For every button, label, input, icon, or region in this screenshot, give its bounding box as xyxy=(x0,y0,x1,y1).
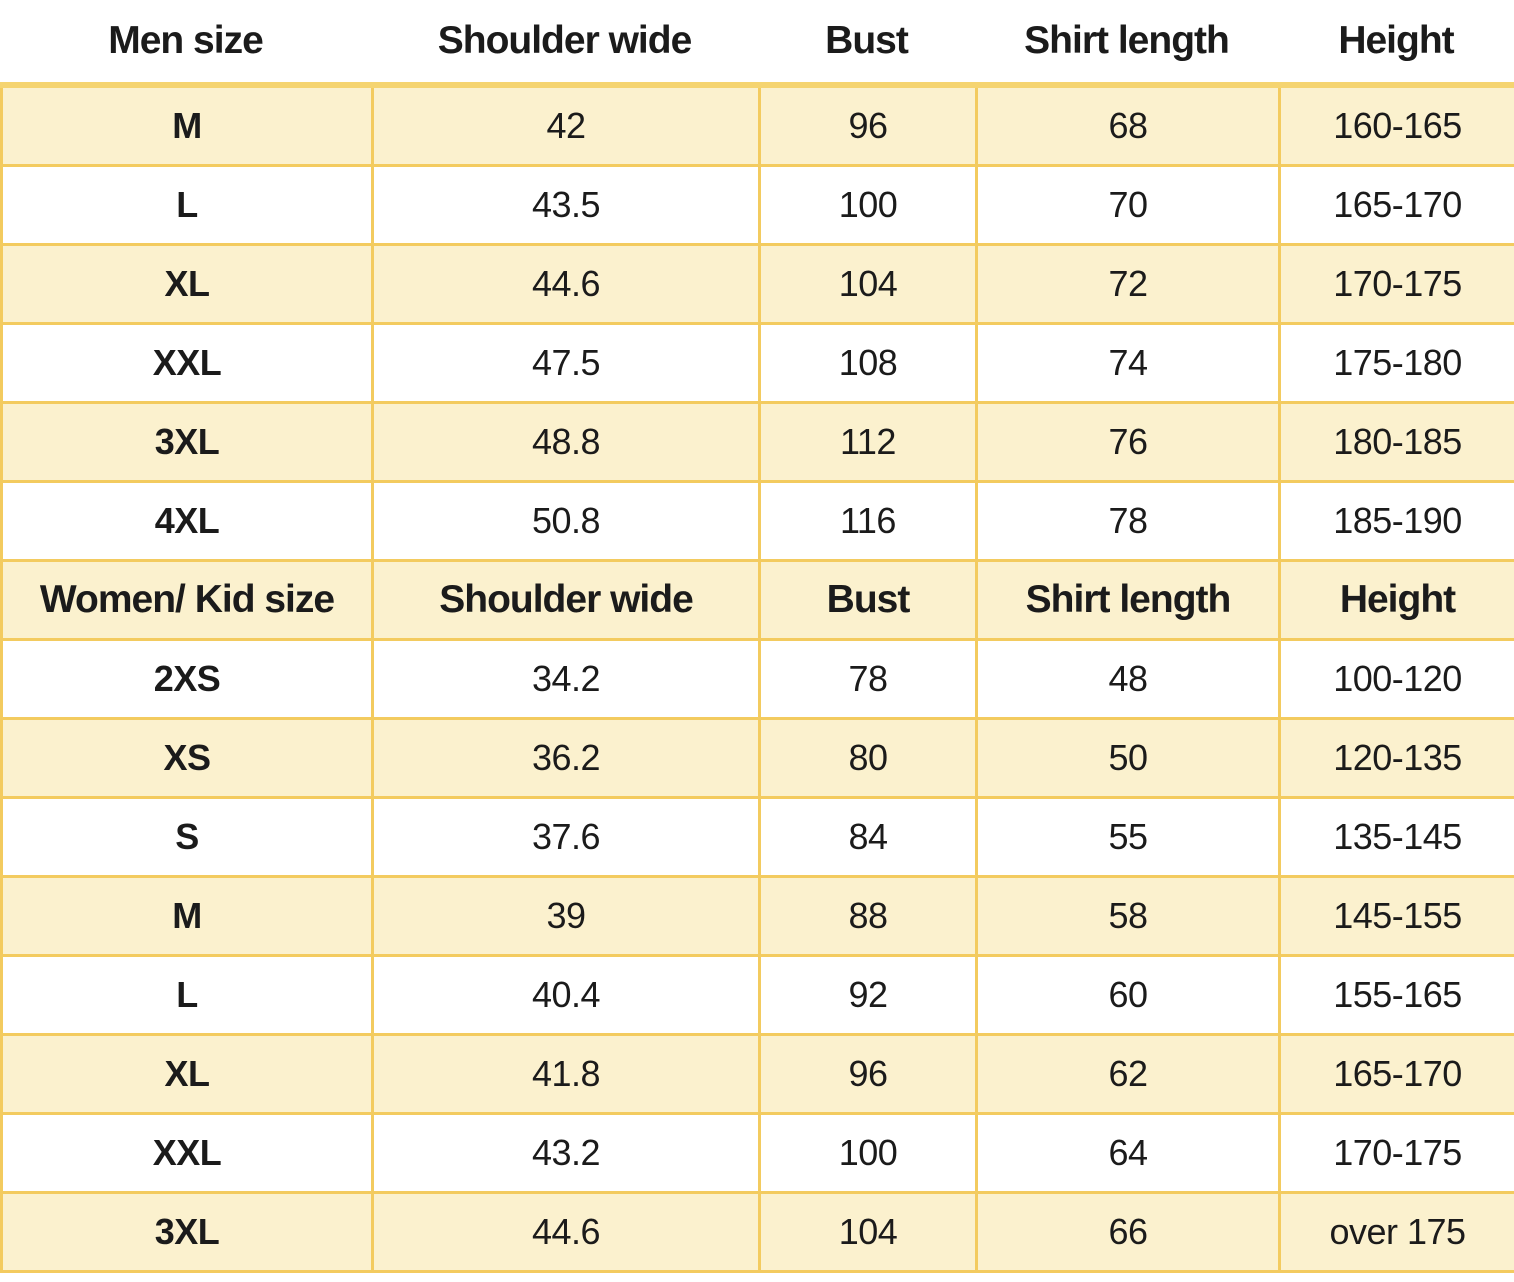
table-cell: 175-180 xyxy=(1278,322,1514,404)
section-header-cell: Height xyxy=(1278,559,1514,641)
women-header-row: Women/ Kid size Shoulder wide Bust Shirt le… xyxy=(0,559,1514,641)
table-row-men-2: XL 44.6 104 72 170-175 xyxy=(0,243,1514,325)
section-header-cell: Bust xyxy=(758,559,978,641)
table-cell: 78 xyxy=(975,480,1281,562)
table-cell: 68 xyxy=(975,82,1281,167)
table-cell: 135-145 xyxy=(1278,796,1514,878)
table-cell: 39 xyxy=(371,875,761,957)
section-header-cell: Women/ Kid size xyxy=(0,559,374,641)
table-cell: 64 xyxy=(975,1112,1281,1194)
column-header-men-size: Men size xyxy=(108,19,264,62)
table-cell: 155-165 xyxy=(1278,954,1514,1036)
column-header-bust: Bust xyxy=(825,19,909,62)
table-cell: 72 xyxy=(975,243,1281,325)
table-cell: 50 xyxy=(975,717,1281,799)
table-cell: 96 xyxy=(758,1033,978,1115)
table-row-women-2: S 37.6 84 55 135-145 xyxy=(0,796,1514,878)
column-header-shoulder-wide: Shoulder wide xyxy=(437,19,693,62)
table-cell: 62 xyxy=(975,1033,1281,1115)
table-cell: L xyxy=(0,954,374,1036)
table-row-women-0: 2XS 34.2 78 48 100-120 xyxy=(0,638,1514,720)
table-cell: 37.6 xyxy=(371,796,761,878)
table-cell: 44.6 xyxy=(371,243,761,325)
table-row-women-3: M 39 88 58 145-155 xyxy=(0,875,1514,957)
table-cell: 74 xyxy=(975,322,1281,404)
table-row-men-1: L 43.5 100 70 165-170 xyxy=(0,164,1514,246)
section-header-cell: Shirt length xyxy=(975,559,1281,641)
table-cell: 145-155 xyxy=(1278,875,1514,957)
table-cell: XXL xyxy=(0,322,374,404)
column-header-shirt-length: Shirt length xyxy=(1024,19,1230,62)
table-cell: 80 xyxy=(758,717,978,799)
table-cell: 165-170 xyxy=(1278,164,1514,246)
table-cell: 3XL xyxy=(0,401,374,483)
table-row-men-3: XXL 47.5 108 74 175-180 xyxy=(0,322,1514,404)
table-row-men-0: M 42 96 68 160-165 xyxy=(0,82,1514,167)
table-cell: 66 xyxy=(975,1191,1281,1273)
table-cell: 108 xyxy=(758,322,978,404)
table-row-women-4: L 40.4 92 60 155-165 xyxy=(0,954,1514,1036)
table-cell: 55 xyxy=(975,796,1281,878)
table-cell: 160-165 xyxy=(1278,82,1514,167)
table-cell: 44.6 xyxy=(371,1191,761,1273)
table-cell: XL xyxy=(0,1033,374,1115)
table-cell: 112 xyxy=(758,401,978,483)
table-cell: 92 xyxy=(758,954,978,1036)
table-cell: 84 xyxy=(758,796,978,878)
table-cell: 60 xyxy=(975,954,1281,1036)
table-cell: 50.8 xyxy=(371,480,761,562)
table-row-men-4: 3XL 48.8 112 76 180-185 xyxy=(0,401,1514,483)
table-cell: 78 xyxy=(758,638,978,720)
table-row-men-5: 4XL 50.8 116 78 185-190 xyxy=(0,480,1514,562)
size-table-body: M 42 96 68 160-165 L 43.5 100 70 165-170 XL 44.6 104… xyxy=(0,82,1514,1273)
table-cell: 41.8 xyxy=(371,1033,761,1115)
table-cell: 180-185 xyxy=(1278,401,1514,483)
table-cell: XS xyxy=(0,717,374,799)
table-cell: L xyxy=(0,164,374,246)
table-cell: 48 xyxy=(975,638,1281,720)
table-cell: 76 xyxy=(975,401,1281,483)
table-cell: 185-190 xyxy=(1278,480,1514,562)
table-cell: 70 xyxy=(975,164,1281,246)
table-cell: 170-175 xyxy=(1278,243,1514,325)
table-cell: 43.2 xyxy=(371,1112,761,1194)
table-cell: 100 xyxy=(758,1112,978,1194)
table-cell: 3XL xyxy=(0,1191,374,1273)
table-row-women-7: 3XL 44.6 104 66 over 175 xyxy=(0,1191,1514,1273)
table-cell: 4XL xyxy=(0,480,374,562)
table-cell: S xyxy=(0,796,374,878)
table-cell: 165-170 xyxy=(1278,1033,1514,1115)
table-cell: XXL xyxy=(0,1112,374,1194)
table-cell: 36.2 xyxy=(371,717,761,799)
table-row-women-5: XL 41.8 96 62 165-170 xyxy=(0,1033,1514,1115)
table-cell: XL xyxy=(0,243,374,325)
table-cell: 88 xyxy=(758,875,978,957)
table-cell: 170-175 xyxy=(1278,1112,1514,1194)
size-table: M 42 96 68 160-165 L 43.5 100 70 165-170 XL 44.6 104… xyxy=(0,82,1514,1273)
table-cell: 2XS xyxy=(0,638,374,720)
table-cell: 100-120 xyxy=(1278,638,1514,720)
table-cell: 104 xyxy=(758,243,978,325)
table-cell: 40.4 xyxy=(371,954,761,1036)
table-cell: 100 xyxy=(758,164,978,246)
table-row-women-6: XXL 43.2 100 64 170-175 xyxy=(0,1112,1514,1194)
table-row-women-1: XS 36.2 80 50 120-135 xyxy=(0,717,1514,799)
table-cell: M xyxy=(0,875,374,957)
table-cell: 48.8 xyxy=(371,401,761,483)
table-cell: 104 xyxy=(758,1191,978,1273)
table-cell: 120-135 xyxy=(1278,717,1514,799)
table-cell: 47.5 xyxy=(371,322,761,404)
men-header-row: Men size Shoulder wide Bust Shirt length… xyxy=(0,0,1514,82)
table-cell: 58 xyxy=(975,875,1281,957)
column-header-height: Height xyxy=(1338,19,1454,62)
table-cell: 34.2 xyxy=(371,638,761,720)
table-cell: over 175 xyxy=(1278,1191,1514,1273)
table-cell: 96 xyxy=(758,82,978,167)
table-cell: M xyxy=(0,82,374,167)
section-header-cell: Shoulder wide xyxy=(371,559,761,641)
table-cell: 42 xyxy=(371,82,761,167)
table-cell: 43.5 xyxy=(371,164,761,246)
table-cell: 116 xyxy=(758,480,978,562)
